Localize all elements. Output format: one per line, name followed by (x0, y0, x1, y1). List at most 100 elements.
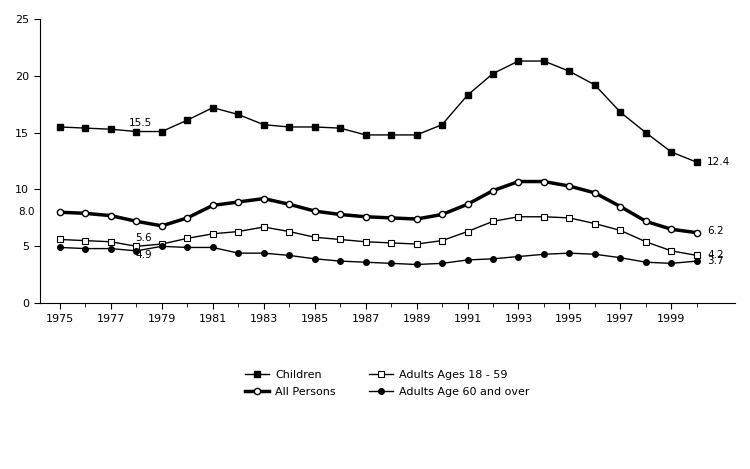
Adults Age 60 and over (692, 258, 701, 264)
Adults Age 60 and over (336, 258, 345, 264)
Children (260, 122, 268, 128)
Adults Age 60 and over (260, 250, 268, 256)
Adults Ages 18 - 59 (106, 239, 116, 244)
All Persons (361, 214, 370, 219)
Line: All Persons: All Persons (57, 178, 700, 236)
Children (106, 127, 116, 132)
Adults Age 60 and over (539, 251, 548, 257)
All Persons (514, 179, 523, 184)
All Persons (412, 216, 421, 222)
Children (667, 149, 676, 155)
Adults Ages 18 - 59 (463, 229, 472, 234)
Adults Age 60 and over (616, 255, 625, 260)
All Persons (106, 213, 116, 219)
All Persons (667, 227, 676, 232)
Line: Adults Ages 18 - 59: Adults Ages 18 - 59 (57, 214, 700, 258)
Children (590, 82, 599, 88)
Text: 15.5: 15.5 (128, 118, 152, 128)
All Persons (183, 215, 192, 221)
Children (158, 129, 166, 134)
Children (310, 124, 320, 130)
Adults Ages 18 - 59 (437, 238, 446, 243)
Adults Age 60 and over (106, 246, 116, 251)
All Persons (260, 196, 268, 201)
Adults Age 60 and over (590, 251, 599, 257)
Children (437, 122, 446, 128)
Children (336, 125, 345, 131)
Children (692, 159, 701, 165)
Adults Ages 18 - 59 (132, 243, 141, 249)
All Persons (234, 199, 243, 205)
All Persons (539, 179, 548, 184)
Adults Ages 18 - 59 (539, 214, 548, 219)
Adults Age 60 and over (158, 243, 166, 249)
All Persons (386, 215, 395, 221)
All Persons (132, 219, 141, 224)
All Persons (285, 202, 294, 207)
Adults Ages 18 - 59 (412, 241, 421, 247)
All Persons (81, 211, 90, 216)
Adults Age 60 and over (412, 262, 421, 267)
All Persons (616, 204, 625, 209)
Adults Ages 18 - 59 (260, 224, 268, 230)
Adults Ages 18 - 59 (56, 237, 64, 242)
All Persons (158, 223, 166, 229)
All Persons (692, 230, 701, 235)
All Persons (437, 212, 446, 217)
Children (209, 105, 218, 111)
Adults Ages 18 - 59 (285, 229, 294, 234)
Adults Ages 18 - 59 (641, 239, 650, 244)
Adults Ages 18 - 59 (692, 253, 701, 258)
Children (641, 130, 650, 136)
Line: Children: Children (57, 58, 700, 165)
Adults Ages 18 - 59 (667, 248, 676, 254)
All Persons (56, 209, 64, 215)
Adults Age 60 and over (285, 253, 294, 258)
Adults Ages 18 - 59 (234, 229, 243, 234)
Adults Ages 18 - 59 (386, 240, 395, 246)
Adults Age 60 and over (641, 259, 650, 265)
Text: 4.9: 4.9 (135, 250, 152, 260)
Legend: Children, All Persons, Adults Ages 18 - 59, Adults Age 60 and over: Children, All Persons, Adults Ages 18 - … (241, 365, 534, 401)
Adults Ages 18 - 59 (209, 231, 218, 237)
Adults Age 60 and over (310, 256, 320, 262)
Adults Age 60 and over (463, 257, 472, 263)
Children (183, 117, 192, 123)
Children (285, 124, 294, 130)
Adults Ages 18 - 59 (81, 238, 90, 243)
All Persons (463, 202, 472, 207)
Adults Age 60 and over (361, 259, 370, 265)
Adults Ages 18 - 59 (616, 227, 625, 233)
All Persons (590, 190, 599, 196)
Children (539, 58, 548, 64)
Adults Age 60 and over (565, 250, 574, 256)
Adults Ages 18 - 59 (183, 235, 192, 241)
All Persons (488, 188, 497, 193)
Text: 5.6: 5.6 (135, 233, 152, 243)
Adults Ages 18 - 59 (310, 234, 320, 240)
Children (361, 132, 370, 138)
Adults Ages 18 - 59 (565, 215, 574, 221)
Adults Age 60 and over (183, 245, 192, 250)
Children (565, 68, 574, 74)
Adults Age 60 and over (209, 245, 218, 250)
Children (616, 109, 625, 115)
Adults Age 60 and over (488, 256, 497, 262)
Adults Ages 18 - 59 (158, 241, 166, 247)
Adults Age 60 and over (56, 245, 64, 250)
Adults Ages 18 - 59 (514, 214, 523, 219)
Adults Age 60 and over (514, 254, 523, 259)
Text: 8.0: 8.0 (18, 207, 34, 217)
Children (514, 58, 523, 64)
All Persons (209, 203, 218, 208)
All Persons (565, 183, 574, 189)
Children (386, 132, 395, 138)
Children (488, 71, 497, 76)
Adults Age 60 and over (234, 250, 243, 256)
Text: 12.4: 12.4 (707, 157, 730, 167)
Children (56, 124, 64, 130)
Adults Ages 18 - 59 (488, 219, 497, 224)
Text: 4.2: 4.2 (707, 250, 724, 260)
Text: 6.2: 6.2 (707, 226, 724, 236)
All Persons (641, 219, 650, 224)
